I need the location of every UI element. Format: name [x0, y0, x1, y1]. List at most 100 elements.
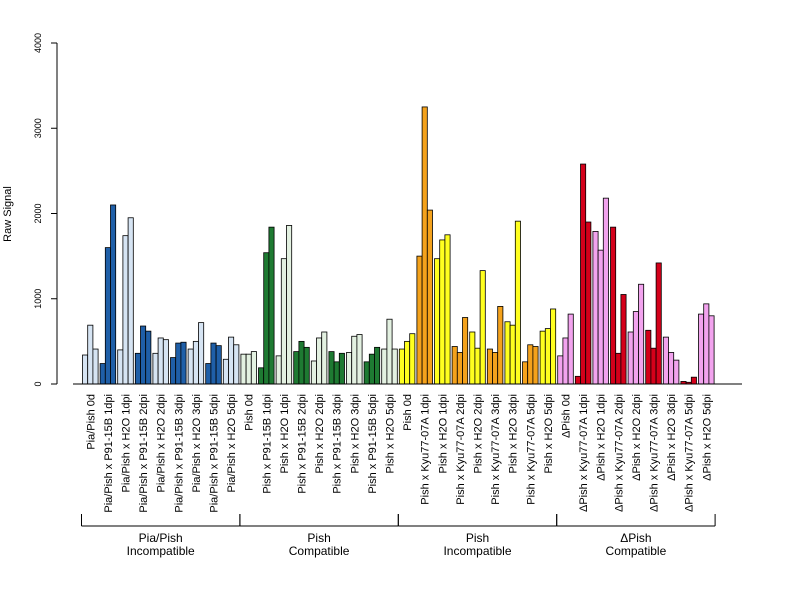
bar: [87, 324, 94, 385]
x-tick-label: Pia/Pish 0d: [85, 394, 97, 450]
x-tick-label: Pish x P91-15B 1dpi: [261, 394, 273, 494]
x-tick-label: Pish x H2O 5dpi: [543, 394, 555, 473]
x-tick-label: Pish x H2O 2dpi: [314, 394, 326, 473]
bar: [263, 252, 270, 385]
x-tick-label: Pish 0d: [244, 394, 256, 431]
bar: [567, 313, 574, 385]
bar: [104, 247, 111, 385]
bar: [381, 348, 388, 385]
group-label-line1: Pia/Pish: [139, 531, 183, 545]
bar: [286, 225, 293, 385]
x-tick-label: Pia/Pish x H2O 1dpi: [121, 394, 133, 492]
bar: [456, 352, 463, 385]
bar: [486, 348, 493, 385]
bar: [145, 330, 152, 385]
x-tick-label: ΔPish x H2O 3dpi: [666, 394, 678, 481]
bar: [293, 351, 300, 385]
bar: [127, 217, 134, 385]
x-tick-label: Pish x Kyu77-07A 2dpi: [455, 394, 467, 505]
bar: [439, 239, 446, 385]
bar: [592, 231, 599, 385]
bar: [117, 349, 124, 385]
x-tick-label: Pish x H2O 1dpi: [279, 394, 291, 473]
bar: [574, 375, 581, 385]
bar: [562, 337, 569, 385]
bar: [421, 106, 428, 385]
bar: [580, 163, 587, 385]
x-tick-label: Pish x Kyu77-07A 3dpi: [490, 394, 502, 505]
bar: [122, 235, 129, 385]
bar: [550, 308, 557, 385]
group-label-line2: Compatible: [289, 544, 350, 558]
x-tick-label: Pish x H2O 3dpi: [508, 394, 520, 473]
bar: [451, 346, 458, 385]
bar: [638, 283, 645, 385]
bars: [82, 106, 715, 385]
y-tick-label: 4000: [33, 33, 43, 53]
bar: [462, 317, 469, 385]
bar: [615, 352, 622, 385]
y-axis-label: Raw Signal: [2, 186, 14, 242]
bar: [110, 204, 117, 385]
bar: [346, 352, 353, 385]
bar: [585, 221, 592, 385]
bar: [258, 367, 265, 385]
x-tick-label: Pish x Kyu77-07A 5dpi: [525, 394, 537, 505]
bar: [162, 339, 169, 385]
x-tick-label: ΔPish 0d: [561, 394, 573, 438]
x-tick-label: ΔPish x H2O 5dpi: [701, 394, 713, 481]
y-tick-label: 3000: [33, 118, 43, 138]
bar: [250, 351, 257, 385]
bar: [240, 353, 247, 385]
bar: [233, 344, 240, 385]
bar: [210, 342, 217, 385]
bar: [82, 354, 89, 385]
bar: [509, 324, 516, 385]
bar: [222, 358, 229, 385]
bar: [228, 336, 235, 385]
bar: [316, 337, 323, 385]
bar: [374, 346, 381, 385]
bar: [597, 249, 604, 385]
bar: [99, 363, 106, 385]
bar: [645, 329, 652, 385]
bar: [444, 234, 451, 385]
bar: [409, 333, 416, 385]
bar: [703, 303, 710, 385]
x-tick-label: Pish x P91-15B 5dpi: [367, 394, 379, 494]
x-tick-label: Pish x P91-15B 2dpi: [297, 394, 309, 494]
group-label-line2: Compatible: [606, 544, 667, 558]
x-tick-label: Pish x Kyu77-07A 1dpi: [420, 394, 432, 505]
bar: [497, 306, 504, 385]
x-tick-label: ΔPish x Kyu77-07A 3dpi: [649, 394, 661, 512]
bar: [627, 331, 634, 385]
bar: [698, 313, 705, 385]
bar: [527, 344, 534, 385]
x-tick-label: ΔPish x Kyu77-07A 1dpi: [578, 394, 590, 512]
x-tick-label: Pia/Pish x P91-15B 1dpi: [103, 394, 115, 513]
bar: [479, 270, 486, 385]
x-tick-label: ΔPish x Kyu77-07A 5dpi: [684, 394, 696, 512]
x-tick-label: Pia/Pish x P91-15B 3dpi: [173, 394, 185, 513]
bar: [205, 363, 212, 385]
bar: [180, 341, 187, 385]
bar: [351, 335, 358, 385]
bar: [426, 209, 433, 385]
bar: [514, 220, 521, 385]
bar: [187, 348, 194, 385]
group-label-line1: Pish: [307, 531, 330, 545]
x-tick-label: Pia/Pish x H2O 5dpi: [226, 394, 238, 492]
x-tick-label: ΔPish x Kyu77-07A 2dpi: [613, 394, 625, 512]
group-label-line1: Pish: [466, 531, 489, 545]
bar: [152, 352, 159, 385]
x-tick-label: Pia/Pish x P91-15B 5dpi: [209, 394, 221, 513]
bar: [632, 311, 639, 385]
x-tick-label: Pia/Pish x H2O 2dpi: [156, 394, 168, 492]
group-label-line1: ΔPish: [620, 531, 651, 545]
x-tick-label: Pia/Pish x P91-15B 2dpi: [138, 394, 150, 513]
x-tick-label: Pish x H2O 2dpi: [473, 394, 485, 473]
bar: [192, 340, 199, 385]
x-tick-labels: Pia/Pish 0d Pia/Pish x P91-15B 1dpi Pia/Pi…: [85, 394, 713, 513]
bar: [662, 336, 669, 385]
